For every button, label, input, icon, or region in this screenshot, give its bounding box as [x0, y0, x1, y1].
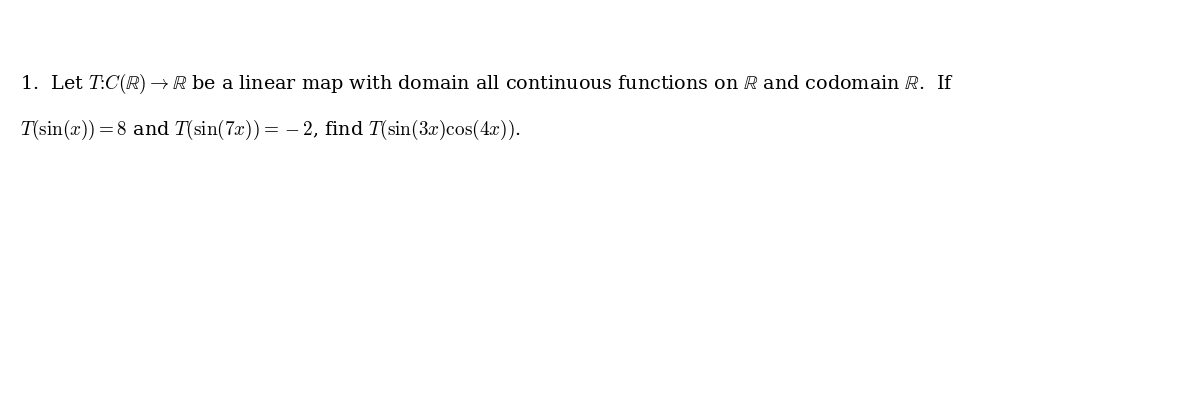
- Text: $T(\sin(x)) = 8$ and $T(\sin(7x)) = -2$, find $T(\sin(3x)\cos(4x))$.: $T(\sin(x)) = 8$ and $T(\sin(7x)) = -2$,…: [20, 118, 521, 142]
- Text: 1.  Let $T\colon C(\mathbb{R}) \to \mathbb{R}$ be a linear map with domain all c: 1. Let $T\colon C(\mathbb{R}) \to \mathb…: [20, 72, 954, 96]
